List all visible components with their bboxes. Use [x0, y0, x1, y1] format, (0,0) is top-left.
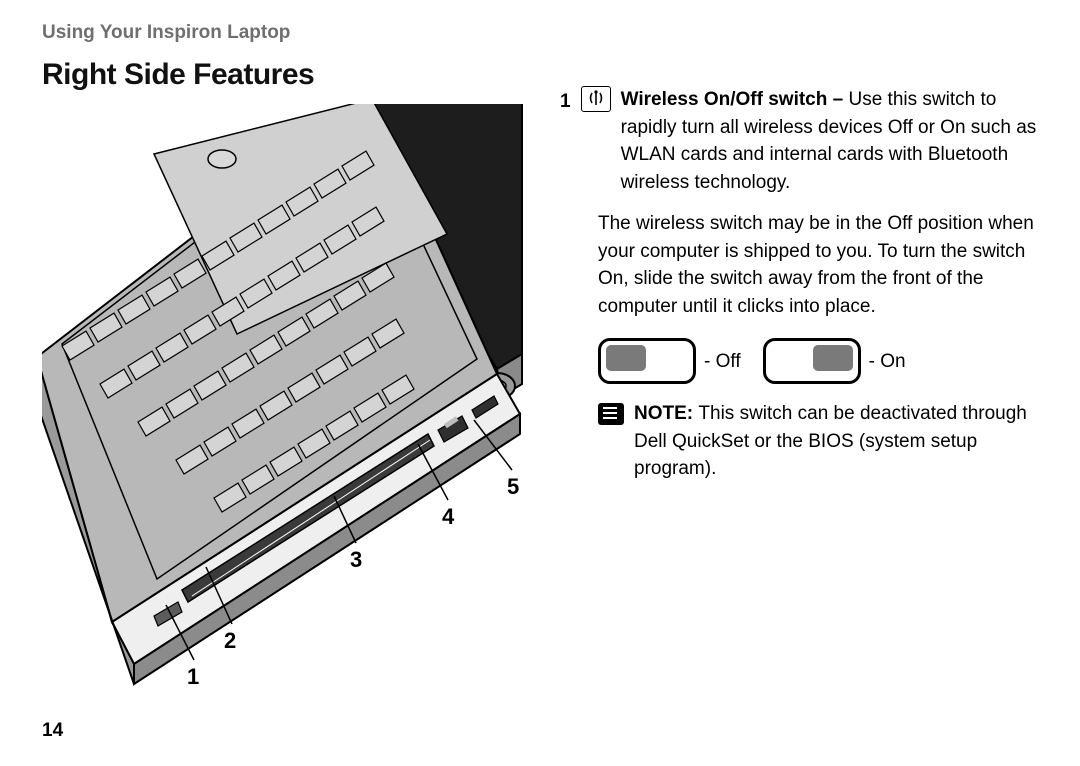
- description-column: 1 Wireless On/Off switch – Use this swit…: [560, 86, 1042, 483]
- page-number: 14: [42, 720, 63, 742]
- laptop-illustration: [42, 104, 542, 704]
- feature-1-label: Wireless On/Off switch –: [621, 89, 849, 110]
- switch-on-icon: [763, 338, 861, 384]
- wireless-icon: [581, 86, 611, 112]
- switch-off-icon: [598, 338, 696, 384]
- callout-5: 5: [507, 474, 519, 500]
- section-title: Right Side Features: [42, 58, 314, 92]
- note-text: NOTE: This switch can be deactivated thr…: [634, 400, 1042, 483]
- feature-item-1: 1 Wireless On/Off switch – Use this swit…: [560, 86, 1042, 196]
- callout-2: 2: [224, 628, 236, 654]
- callout-1: 1: [187, 664, 199, 690]
- chapter-header: Using Your Inspiron Laptop: [42, 22, 290, 44]
- laptop-right-side-diagram: 12345: [42, 104, 482, 684]
- note-label: NOTE:: [634, 403, 698, 424]
- callout-3: 3: [350, 547, 362, 573]
- feature-1-text: Wireless On/Off switch – Use this switch…: [621, 86, 1042, 196]
- switch-on-label: - On: [869, 348, 906, 376]
- switch-position-illustration: - Off - On: [598, 338, 1042, 384]
- manual-page: Using Your Inspiron Laptop Right Side Fe…: [0, 0, 1080, 766]
- switch-off-label: - Off: [704, 348, 741, 376]
- item-number: 1: [560, 88, 571, 116]
- note-icon: [598, 403, 624, 425]
- feature-1-paragraph-2: The wireless switch may be in the Off po…: [598, 210, 1042, 320]
- callout-4: 4: [442, 504, 454, 530]
- note-block: NOTE: This switch can be deactivated thr…: [598, 400, 1042, 483]
